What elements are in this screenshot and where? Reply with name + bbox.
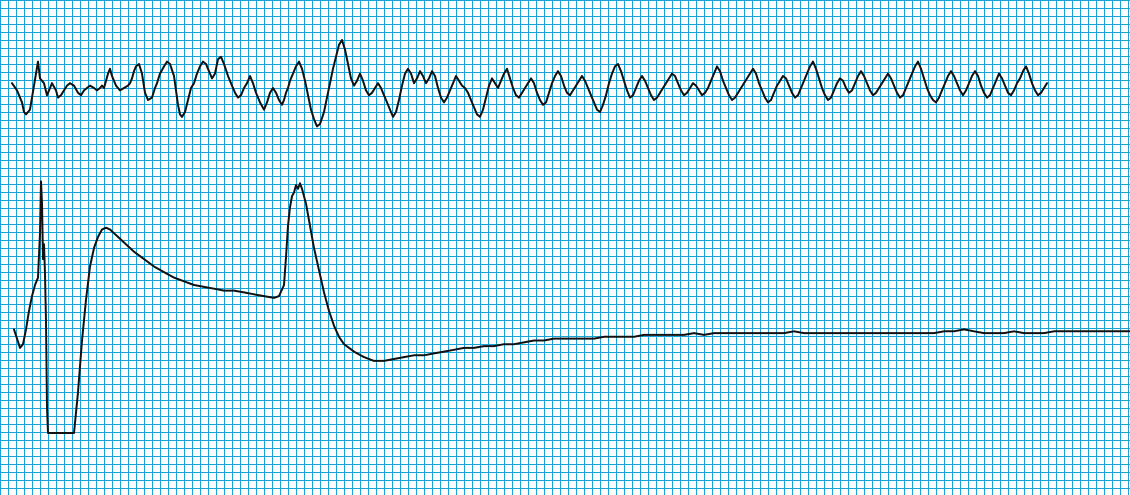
trace-lower — [13, 180, 1130, 434]
trace-group — [11, 39, 1130, 434]
trace-upper — [11, 39, 1048, 128]
